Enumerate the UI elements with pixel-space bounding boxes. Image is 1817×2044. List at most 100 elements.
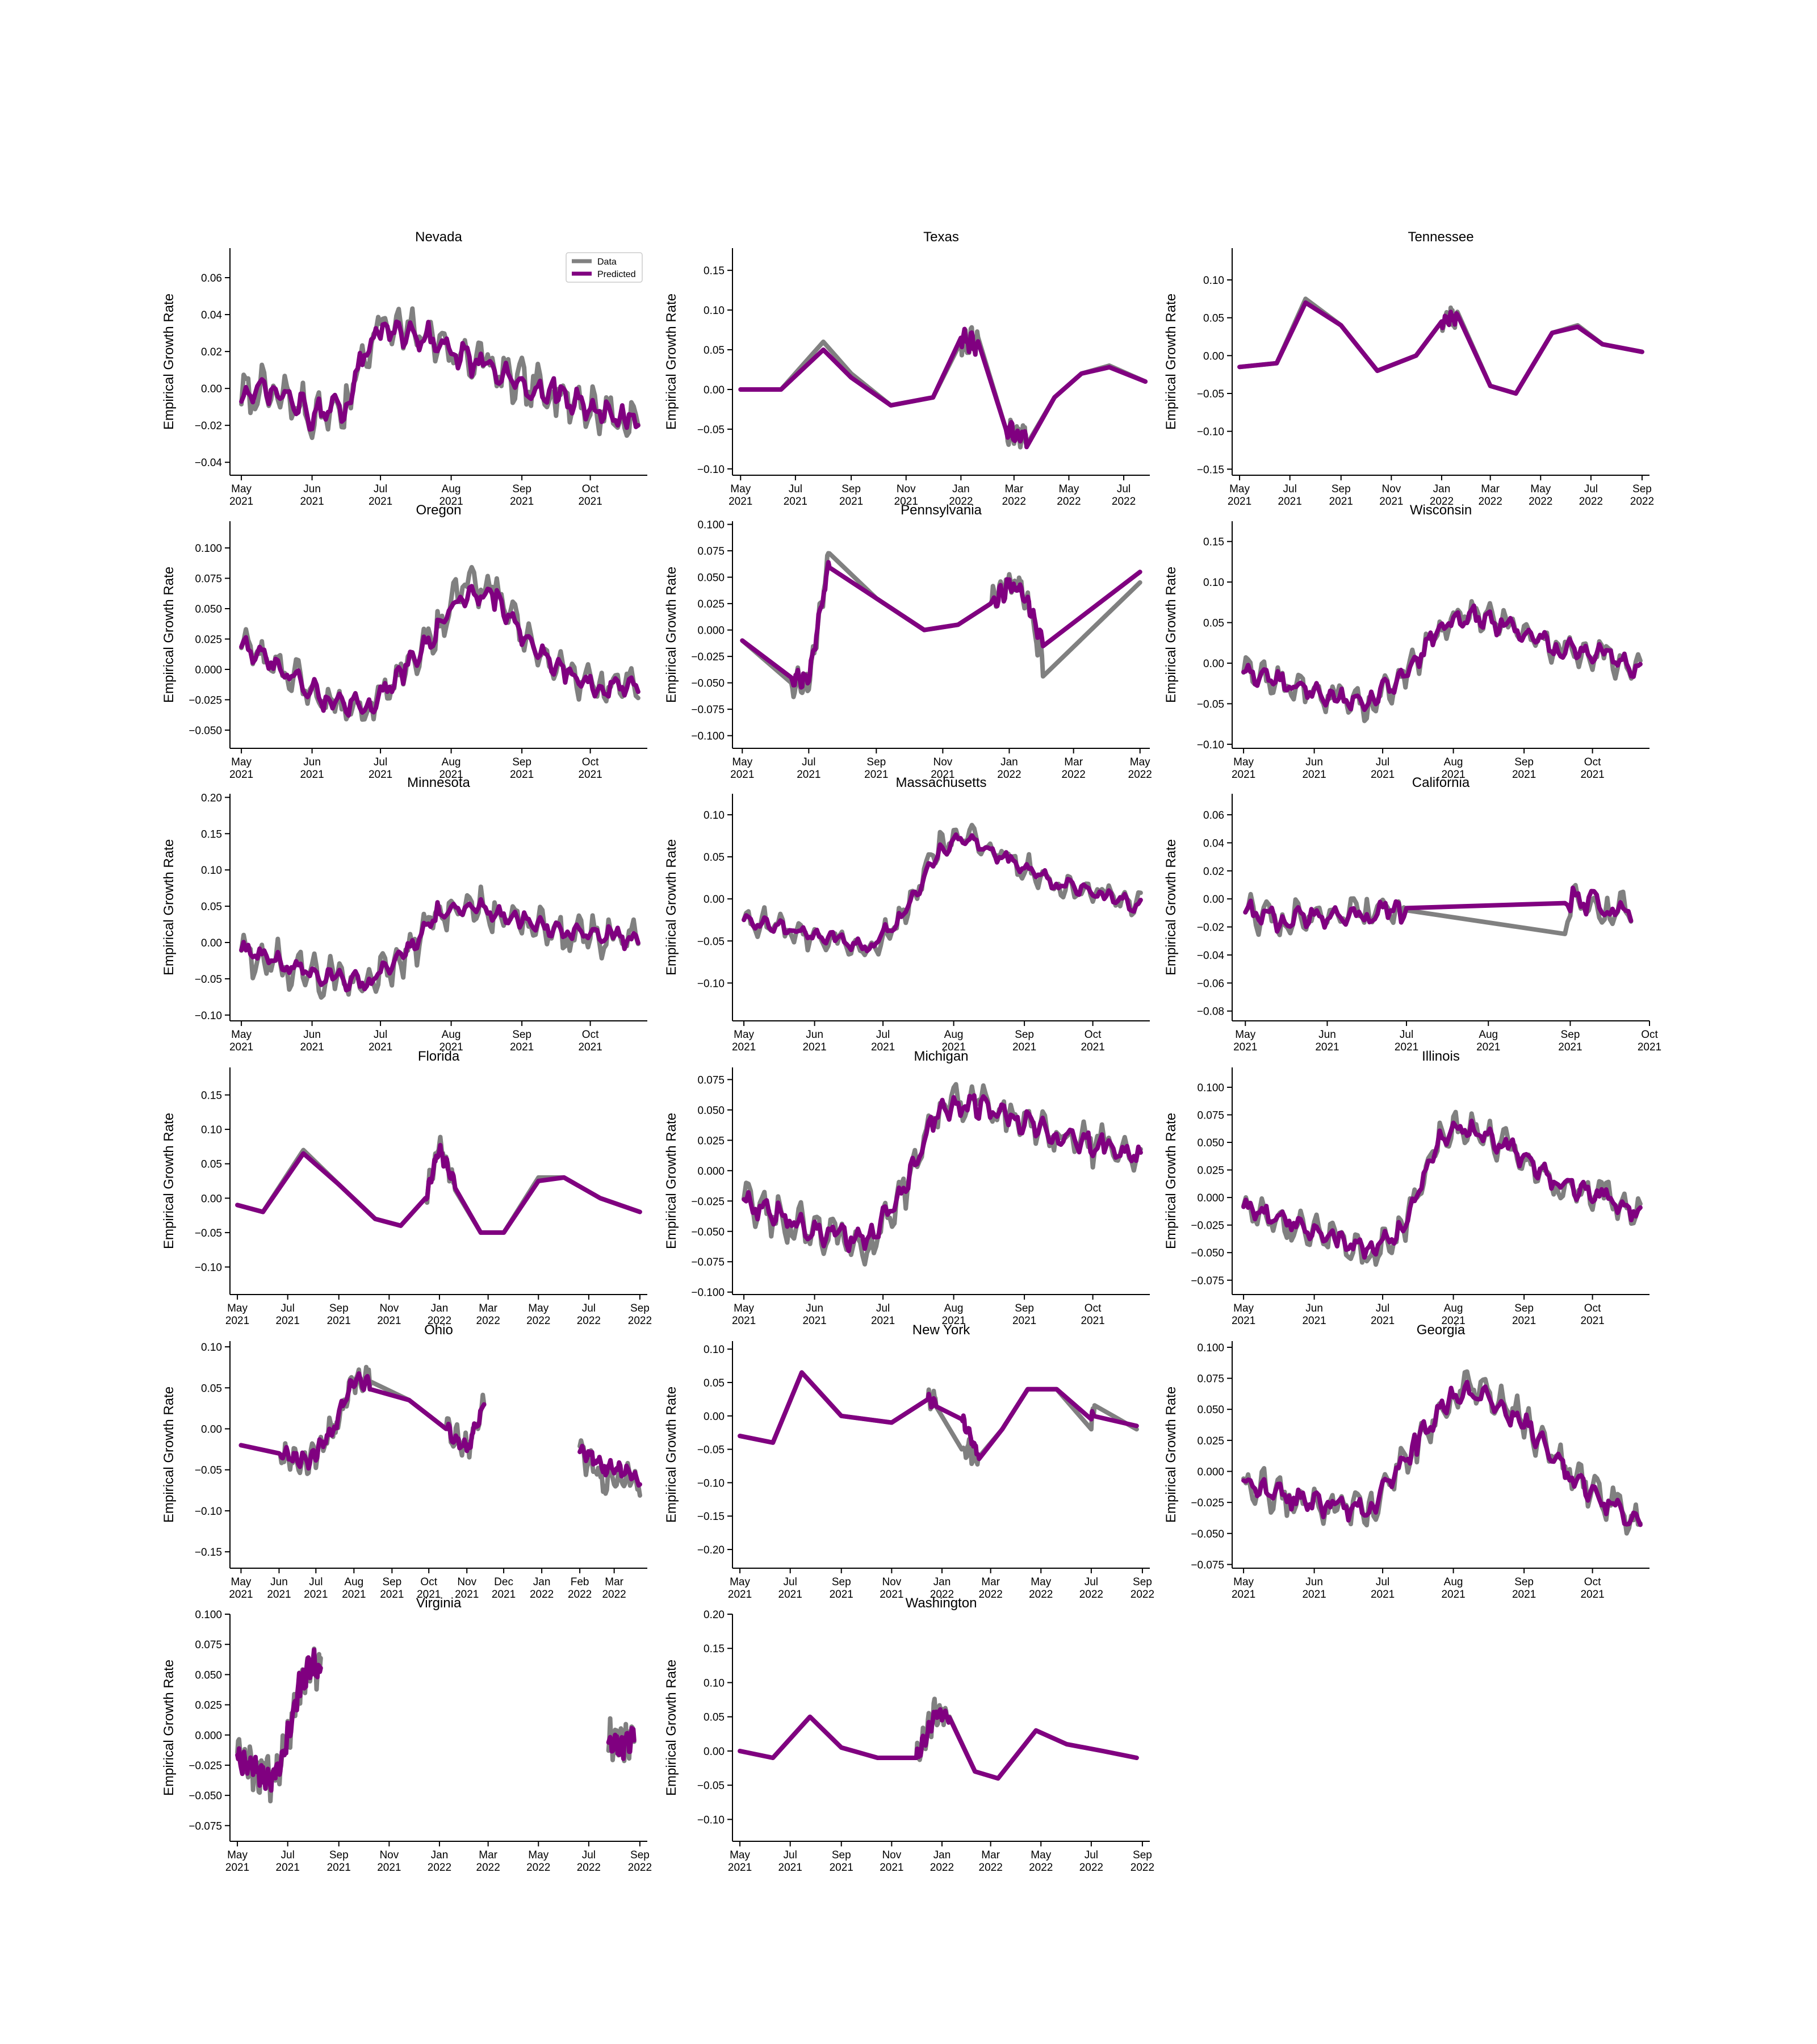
x-tick-label-month: Jun xyxy=(270,1576,288,1588)
y-tick-label: 0.10 xyxy=(1203,577,1224,589)
series-line-data xyxy=(738,1370,1139,1467)
x-tick-label-month: Nov xyxy=(933,756,952,768)
series-line-data xyxy=(239,306,640,441)
x-tick-label-month: May xyxy=(528,1302,549,1314)
x-tick-label-year: 2022 xyxy=(1029,1589,1053,1601)
y-tick-label: 0.025 xyxy=(697,598,725,610)
y-axis-label: Empirical Growth Rate xyxy=(1163,294,1179,430)
x-tick-label-month: Aug xyxy=(1444,1576,1463,1588)
x-tick-label-month: Jul xyxy=(1085,1849,1098,1861)
x-tick-label-year: 2022 xyxy=(930,1862,954,1874)
panel-title: Michigan xyxy=(914,1049,968,1064)
y-tick-label: −0.15 xyxy=(1197,464,1224,476)
x-tick-label-year: 2021 xyxy=(229,496,253,508)
y-tick-label: 0.10 xyxy=(704,305,725,317)
panel-title: Ohio xyxy=(424,1322,453,1338)
x-tick-label-month: Jan xyxy=(933,1849,951,1861)
x-tick-label-month: Oct xyxy=(1584,1302,1601,1314)
series-line-predicted xyxy=(239,319,640,432)
y-tick-label: 0.00 xyxy=(704,1411,725,1423)
y-tick-label: 0.06 xyxy=(1203,810,1224,822)
x-tick-label-month: Mar xyxy=(479,1302,497,1314)
x-tick-label-year: 2021 xyxy=(1228,496,1251,508)
x-tick-label-year: 2021 xyxy=(732,1041,756,1053)
series-line-predicted xyxy=(235,1142,642,1235)
series-line-predicted xyxy=(740,560,1142,690)
series-line-predicted xyxy=(238,1371,487,1471)
x-tick-label-year: 2022 xyxy=(577,1862,601,1874)
y-tick-label: −0.050 xyxy=(189,1790,222,1802)
x-tick-label-month: Oct xyxy=(1641,1029,1658,1041)
x-tick-label-month: Mar xyxy=(1004,483,1023,495)
x-tick-label-year: 2021 xyxy=(439,496,463,508)
y-tick-label: 0.000 xyxy=(697,1166,725,1178)
x-tick-label-year: 2021 xyxy=(267,1589,291,1601)
x-tick-label-year: 2021 xyxy=(729,496,752,508)
series-line-predicted xyxy=(1241,1119,1643,1260)
series-line-data xyxy=(1241,599,1643,723)
x-tick-label-month: Sep xyxy=(1561,1029,1580,1041)
x-tick-label-month: Jul xyxy=(1400,1029,1413,1041)
x-tick-label-month: Jan xyxy=(431,1302,449,1314)
y-tick-label: 0.10 xyxy=(201,865,222,877)
x-tick-label-year: 2022 xyxy=(930,1589,954,1601)
x-tick-label-year: 2021 xyxy=(880,1862,903,1874)
x-tick-label-year: 2022 xyxy=(1112,496,1136,508)
x-tick-label-month: Aug xyxy=(944,1029,964,1041)
x-tick-label-month: Mar xyxy=(1064,756,1083,768)
x-tick-label-year: 2021 xyxy=(864,769,888,781)
y-tick-label: 0.075 xyxy=(195,1639,222,1651)
series-line-predicted xyxy=(239,584,640,718)
x-tick-label-year: 2021 xyxy=(225,1862,249,1874)
y-tick-label: 0.000 xyxy=(697,625,725,637)
x-tick-label-year: 2021 xyxy=(1371,769,1395,781)
y-tick-label: 0.20 xyxy=(704,1609,725,1621)
x-tick-label-year: 2021 xyxy=(1232,769,1255,781)
y-tick-label: 0.075 xyxy=(1197,1373,1224,1385)
x-tick-label-year: 2021 xyxy=(510,496,534,508)
x-tick-label-month: Jun xyxy=(303,483,321,495)
x-tick-label-month: Jul xyxy=(784,1576,797,1588)
x-tick-label-year: 2021 xyxy=(1315,1041,1339,1053)
x-tick-label-month: May xyxy=(732,756,752,768)
y-tick-label: 0.075 xyxy=(697,546,725,558)
x-tick-label-year: 2022 xyxy=(997,769,1021,781)
x-tick-label-year: 2021 xyxy=(1580,1315,1604,1327)
panel-title: Wisconsin xyxy=(1410,502,1472,518)
x-tick-label-month: Sep xyxy=(841,483,861,495)
x-tick-label-month: Jul xyxy=(1117,483,1131,495)
x-tick-label-year: 2021 xyxy=(377,1862,401,1874)
x-tick-label-month: Jul xyxy=(1376,1576,1389,1588)
x-tick-label-year: 2021 xyxy=(778,1589,802,1601)
x-tick-label-year: 2021 xyxy=(797,769,820,781)
x-tick-label-month: May xyxy=(1530,483,1551,495)
x-tick-label-year: 2022 xyxy=(1579,496,1603,508)
y-tick-label: 0.100 xyxy=(1197,1342,1224,1354)
series-line-predicted xyxy=(577,1443,642,1488)
x-tick-label-month: Mar xyxy=(605,1576,623,1588)
panel-wisconsin: Wisconsin Empirical Growth Rate −0.10 −0.05… xyxy=(1163,502,1649,781)
series-line-predicted xyxy=(1241,603,1643,712)
x-tick-label-month: Aug xyxy=(1479,1029,1498,1041)
x-tick-label-month: Jun xyxy=(303,1029,321,1041)
x-tick-label-month: Jul xyxy=(1085,1576,1098,1588)
x-tick-label-year: 2021 xyxy=(417,1589,441,1601)
x-tick-label-year: 2021 xyxy=(1558,1041,1582,1053)
x-tick-label-year: 2022 xyxy=(1057,496,1081,508)
x-tick-label-month: Sep xyxy=(1514,756,1534,768)
x-tick-label-month: Jul xyxy=(1584,483,1598,495)
x-tick-label-month: Jul xyxy=(1283,483,1297,495)
y-tick-label: 0.05 xyxy=(1203,313,1224,325)
series-line-predicted xyxy=(235,1647,323,1793)
x-tick-label-month: Mar xyxy=(981,1849,1000,1861)
y-tick-label: 0.15 xyxy=(1203,537,1224,548)
y-tick-label: 0.050 xyxy=(697,572,725,584)
x-tick-label-month: Aug xyxy=(442,483,461,495)
panel-pennsylvania: Pennsylvania Empirical Growth Rate −0.100 −… xyxy=(664,502,1152,781)
x-tick-label-year: 2022 xyxy=(526,1315,550,1327)
y-tick-label: 0.10 xyxy=(704,1677,725,1689)
y-tick-label: −0.075 xyxy=(691,1256,725,1268)
y-axis-label: Empirical Growth Rate xyxy=(1163,1113,1179,1249)
x-tick-label-month: Jul xyxy=(1376,756,1389,768)
